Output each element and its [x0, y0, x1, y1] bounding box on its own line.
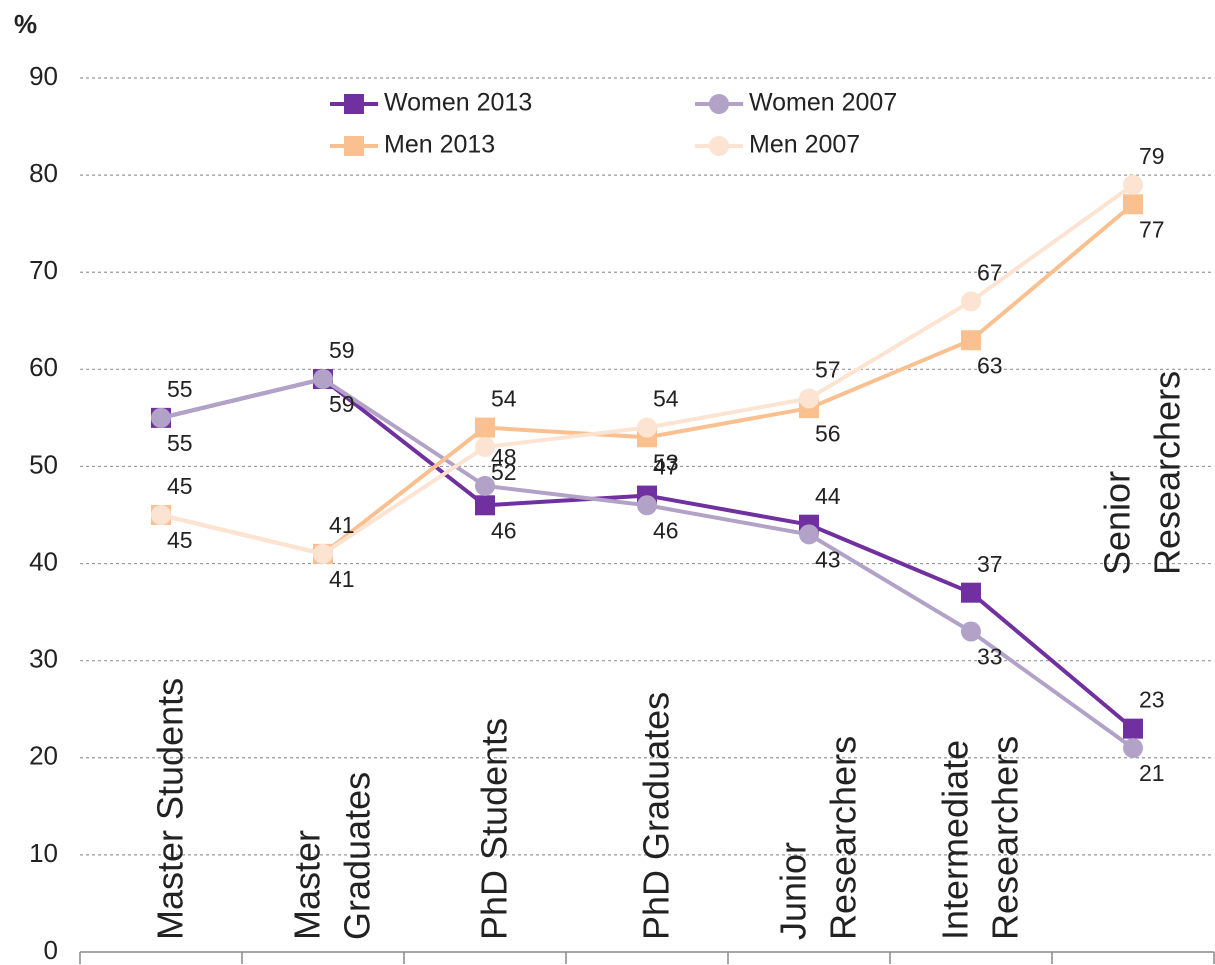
legend-marker: [344, 136, 364, 156]
y-tick-label: 10: [29, 838, 58, 868]
data-label: 45: [167, 527, 193, 553]
y-tick-label: 70: [29, 255, 58, 285]
marker: [1123, 174, 1143, 195]
x-tick-label: Senior: [1097, 471, 1138, 575]
y-tick-label: 40: [29, 546, 58, 576]
data-label: 63: [977, 352, 1003, 378]
y-tick-label: 20: [29, 741, 58, 771]
marker: [799, 524, 819, 545]
marker: [475, 495, 495, 516]
marker: [637, 417, 657, 438]
data-label: 67: [977, 259, 1003, 285]
marker: [475, 417, 495, 438]
x-tick-label: PhD Students: [474, 718, 515, 940]
marker: [1123, 718, 1143, 739]
data-label: 79: [1139, 143, 1165, 169]
x-tick-label: Researchers: [985, 736, 1026, 940]
marker: [313, 369, 333, 390]
data-label: 46: [491, 517, 517, 543]
legend-label: Women 2013: [384, 89, 532, 117]
marker: [799, 388, 819, 409]
y-tick-label: 90: [29, 61, 58, 91]
y-tick-label: 0: [44, 935, 58, 965]
y-axis-label: %: [14, 9, 37, 39]
data-label: 59: [329, 391, 355, 417]
marker: [475, 437, 495, 458]
data-label: 54: [491, 386, 517, 412]
data-label: 54: [653, 386, 679, 412]
legend-label: Men 2007: [749, 131, 860, 159]
y-tick-label: 50: [29, 449, 58, 479]
x-tick-label: Researchers: [1147, 371, 1188, 575]
data-label: 44: [815, 483, 841, 509]
marker: [961, 582, 981, 603]
legend-marker: [709, 94, 729, 114]
marker: [961, 621, 981, 642]
marker: [961, 330, 981, 351]
x-tick-label: Graduates: [337, 772, 378, 940]
data-label: 52: [491, 459, 517, 485]
y-tick-label: 30: [29, 644, 58, 674]
x-tick-label: Master: [287, 830, 328, 940]
marker: [637, 495, 657, 516]
x-tick-label: Master Students: [150, 678, 191, 940]
data-label: 57: [815, 357, 841, 383]
data-label: 37: [977, 551, 1003, 577]
data-label: 47: [653, 454, 679, 480]
marker: [961, 291, 981, 312]
legend-label: Men 2013: [384, 131, 495, 159]
x-tick-label: Junior: [773, 842, 814, 940]
marker: [1123, 194, 1143, 215]
marker: [151, 505, 171, 525]
data-label: 59: [329, 337, 355, 363]
data-label: 43: [815, 547, 841, 573]
y-tick-label: 60: [29, 352, 58, 382]
marker: [151, 407, 171, 428]
marker: [1123, 738, 1143, 759]
data-label: 23: [1139, 687, 1165, 713]
marker: [313, 543, 333, 564]
legend-marker: [709, 136, 729, 156]
x-tick-label: Intermediate: [935, 740, 976, 940]
data-label: 53: [653, 449, 679, 475]
data-label: 55: [167, 430, 193, 456]
y-tick-label: 80: [29, 158, 58, 188]
legend-label: Women 2007: [749, 89, 897, 117]
legend-marker: [344, 94, 364, 114]
x-tick-label: Researchers: [823, 736, 864, 940]
data-label: 45: [167, 473, 193, 499]
data-label: 56: [815, 420, 841, 446]
data-label: 33: [977, 644, 1003, 670]
marker: [475, 475, 495, 496]
data-label: 21: [1139, 760, 1165, 786]
data-label: 48: [491, 444, 517, 470]
data-label: 77: [1139, 216, 1165, 242]
data-label: 41: [329, 512, 355, 538]
data-label: 46: [653, 517, 679, 543]
data-label: 41: [329, 566, 355, 592]
data-label: 55: [167, 376, 193, 402]
x-tick-label: PhD Graduates: [636, 692, 677, 940]
